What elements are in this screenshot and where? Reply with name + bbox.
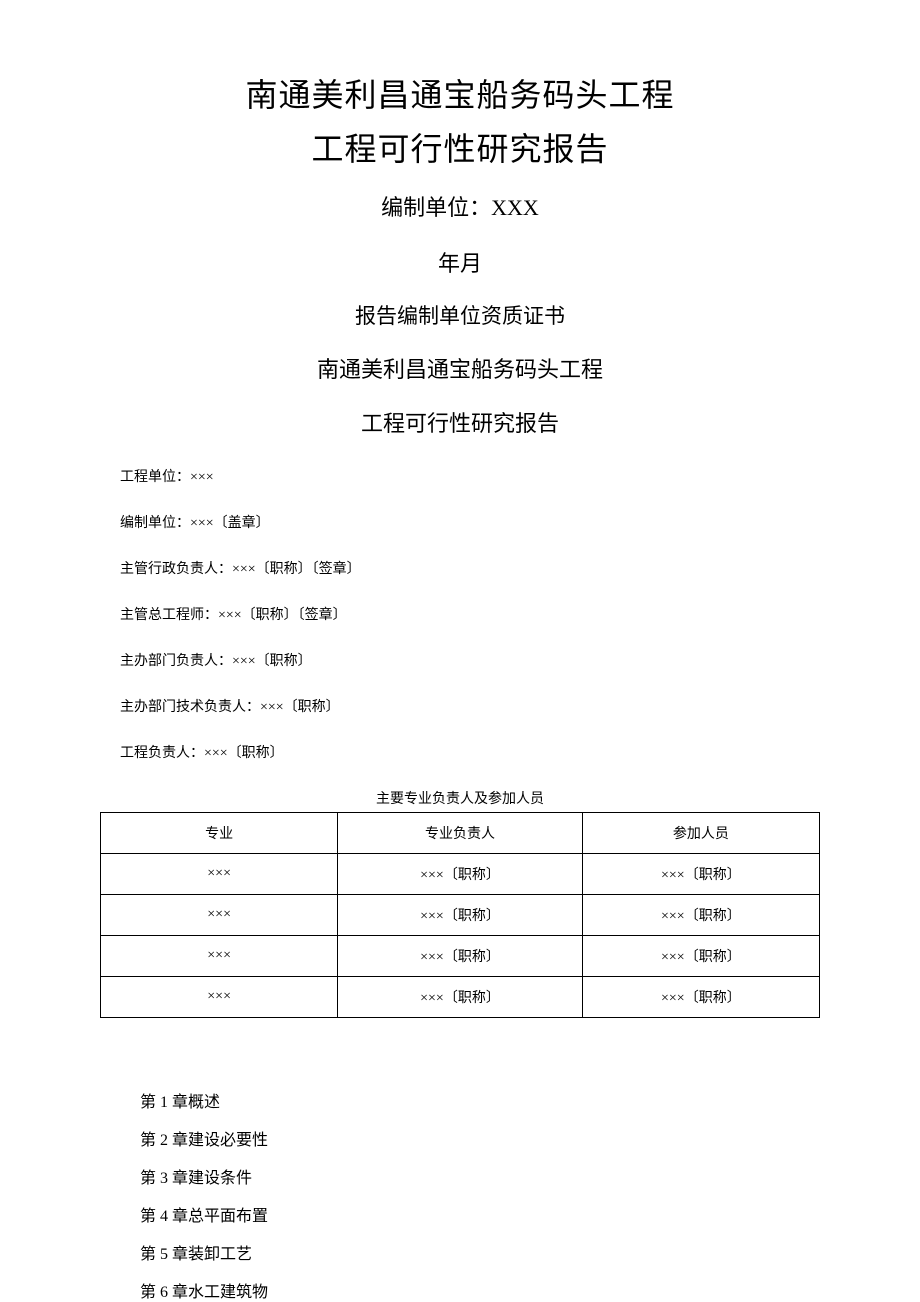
info-dept-head: 主办部门负责人：×××〔职称〕 [100,650,820,670]
table-cell: ×××〔职称〕 [582,977,819,1018]
table-cell: ×××〔职称〕 [338,854,582,895]
table-cell: ×××〔职称〕 [582,854,819,895]
main-title-line-1: 南通美利昌通宝船务码头工程 [100,70,820,116]
sub-title-report: 工程可行性研究报告 [100,406,820,438]
table-header-row: 专业 专业负责人 参加人员 [101,813,820,854]
table-cell: ×××〔职称〕 [582,895,819,936]
table-cell: ×××〔职称〕 [338,936,582,977]
info-chief-engineer: 主管总工程师：×××〔职称〕〔签章〕 [100,604,820,624]
table-row: ××× ×××〔职称〕 ×××〔职称〕 [101,936,820,977]
info-dept-tech-head: 主办部门技术负责人：×××〔职称〕 [100,696,820,716]
table-cell: ×××〔职称〕 [582,936,819,977]
info-project-unit: 工程单位：××× [100,466,820,486]
info-compile-unit: 编制单位：×××〔盖章〕 [100,512,820,532]
date-line: 年月 [100,246,820,278]
table-cell: ×××〔职称〕 [338,977,582,1018]
info-admin-head: 主管行政负责人：×××〔职称〕〔签章〕 [100,558,820,578]
main-title-line-2: 工程可行性研究报告 [100,124,820,170]
table-cell: ×××〔职称〕 [338,895,582,936]
table-header-col-1: 专业 [101,813,338,854]
table-cell: ××× [101,936,338,977]
compiler-unit: 编制单位：XXX [100,190,820,222]
table-cell: ××× [101,977,338,1018]
table-cell: ××× [101,854,338,895]
chapter-item-5: 第 5 章装卸工艺 [140,1240,820,1264]
chapter-item-3: 第 3 章建设条件 [140,1164,820,1188]
table-header-col-3: 参加人员 [582,813,819,854]
table-row: ××× ×××〔职称〕 ×××〔职称〕 [101,854,820,895]
table-caption: 主要专业负责人及参加人员 [100,788,820,808]
sub-title-project: 南通美利昌通宝船务码头工程 [100,352,820,384]
table-row: ××× ×××〔职称〕 ×××〔职称〕 [101,895,820,936]
chapter-list: 第 1 章概述 第 2 章建设必要性 第 3 章建设条件 第 4 章总平面布置 … [100,1088,820,1302]
table-cell: ××× [101,895,338,936]
personnel-table: 专业 专业负责人 参加人员 ××× ×××〔职称〕 ×××〔职称〕 ××× ××… [100,812,820,1018]
chapter-item-4: 第 4 章总平面布置 [140,1202,820,1226]
table-header-col-2: 专业负责人 [338,813,582,854]
info-project-head: 工程负责人：×××〔职称〕 [100,742,820,762]
chapter-item-1: 第 1 章概述 [140,1088,820,1112]
table-row: ××× ×××〔职称〕 ×××〔职称〕 [101,977,820,1018]
certificate-line: 报告编制单位资质证书 [100,300,820,330]
chapter-item-6: 第 6 章水工建筑物 [140,1278,820,1302]
chapter-item-2: 第 2 章建设必要性 [140,1126,820,1150]
